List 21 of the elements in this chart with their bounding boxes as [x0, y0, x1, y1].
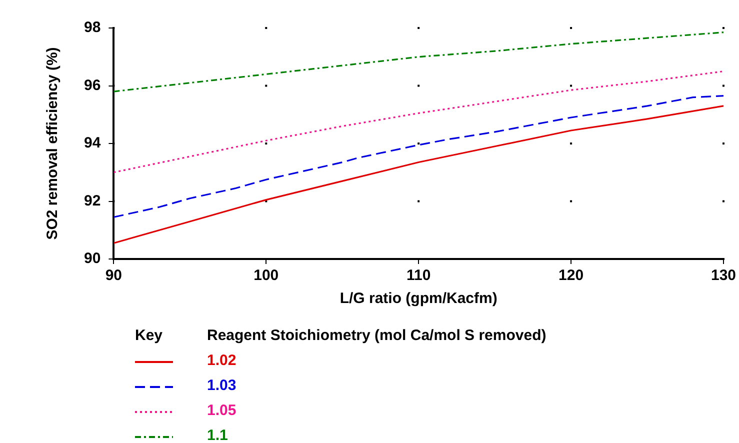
y-tick-label: 94 [84, 134, 102, 152]
legend-label: 1.05 [207, 401, 238, 421]
legend-title: Reagent Stoichiometry (mol Ca/mol S removed) [207, 326, 546, 346]
line-series [114, 70, 724, 174]
x-tick-label: 120 [558, 267, 584, 284]
x-tick-label: 90 [105, 267, 122, 284]
x-tick-label: 110 [406, 267, 431, 284]
x-axis-title: L/G ratio (gpm/Kacfm) [340, 290, 498, 308]
x-tick-label: 100 [254, 267, 279, 284]
y-tick-label: 90 [84, 250, 101, 268]
x-tick-label: 130 [710, 267, 736, 284]
y-axis-title: SO2 removal efficiency (%) [44, 47, 62, 240]
y-tick-label: 92 [84, 192, 101, 210]
line-series [114, 32, 724, 92]
legend-label: 1.02 [207, 351, 238, 371]
y-tick-label: 96 [84, 76, 101, 94]
text: Key [135, 326, 164, 346]
y-tick-label: 98 [84, 19, 101, 36]
legend-label: 1.1 [207, 426, 229, 443]
legend-label: 1.03 [207, 376, 238, 396]
line-series [114, 95, 724, 218]
